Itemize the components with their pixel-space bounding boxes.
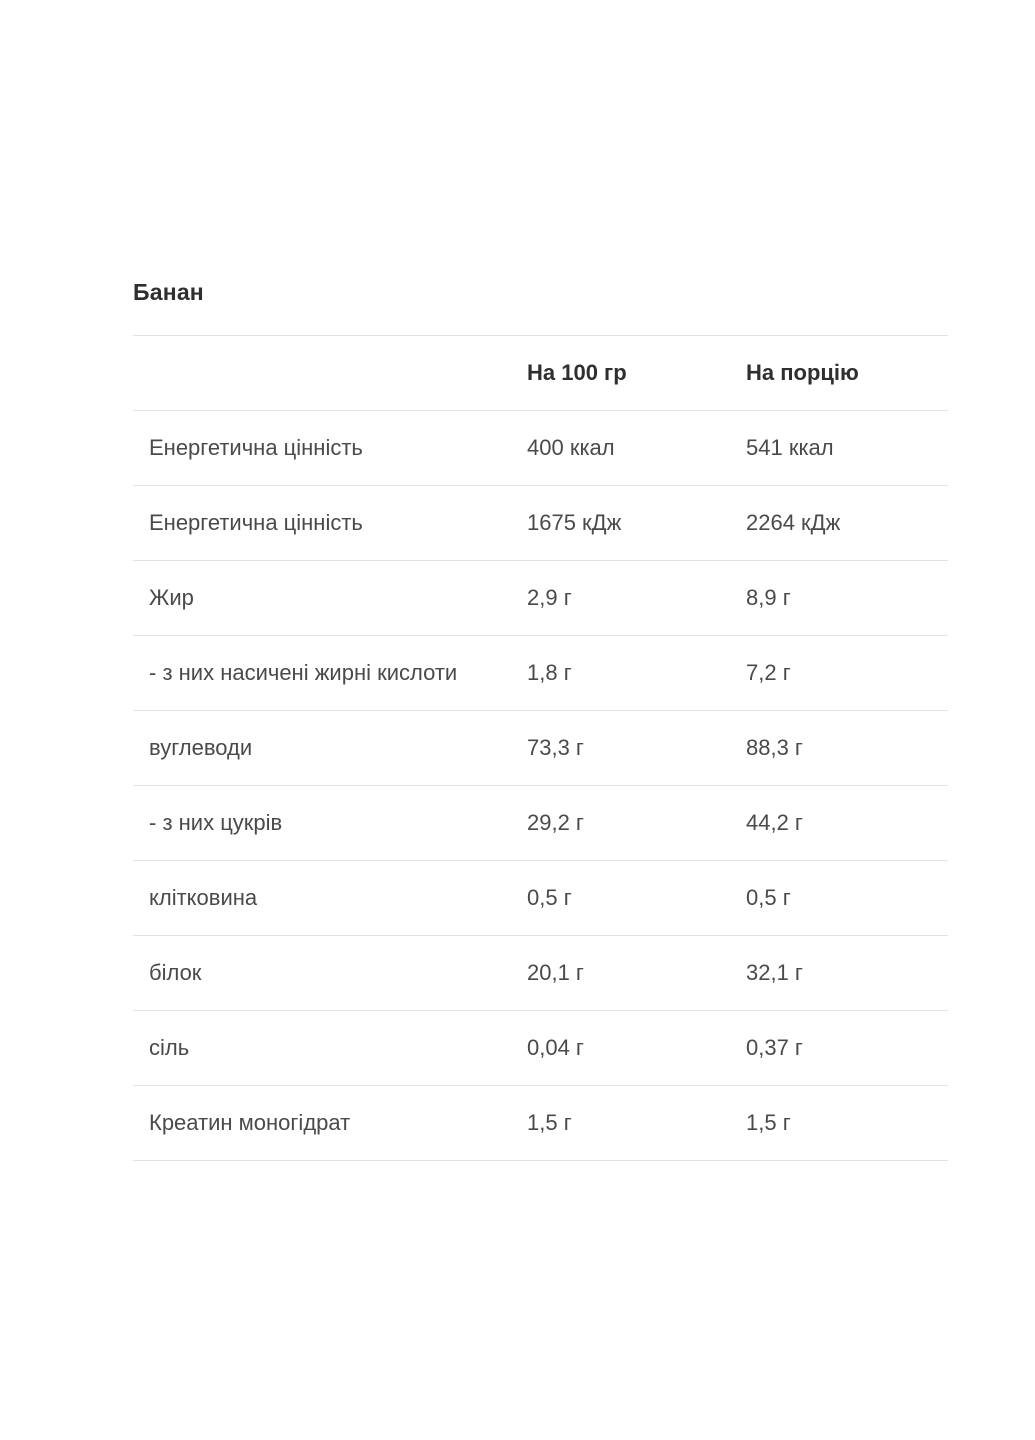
value-per-portion: 32,1 г (746, 935, 948, 1011)
table-row: Енергетична цінність 1675 кДж 2264 кДж (133, 485, 948, 561)
value-per-100: 2,9 г (527, 560, 746, 636)
nutrition-table: На 100 гр На порцію Енергетична цінність… (133, 335, 948, 1161)
table-header-row: На 100 гр На порцію (133, 335, 948, 411)
value-per-100: 73,3 г (527, 710, 746, 786)
header-nutrient (133, 335, 527, 411)
value-per-100: 400 ккал (527, 410, 746, 486)
value-per-portion: 88,3 г (746, 710, 948, 786)
value-per-100: 1,5 г (527, 1085, 746, 1161)
value-per-100: 0,5 г (527, 860, 746, 936)
value-per-portion: 0,37 г (746, 1010, 948, 1086)
table-row: Жир 2,9 г 8,9 г (133, 560, 948, 636)
table-row: білок 20,1 г 32,1 г (133, 935, 948, 1011)
value-per-portion: 0,5 г (746, 860, 948, 936)
nutrient-name: Жир (133, 560, 527, 636)
nutrition-section: Банан На 100 гр На порцію Енергетична ці… (133, 270, 948, 1161)
header-per-portion: На порцію (746, 335, 948, 411)
value-per-100: 0,04 г (527, 1010, 746, 1086)
table-row: Енергетична цінність 400 ккал 541 ккал (133, 410, 948, 486)
nutrient-name: Енергетична цінність (133, 485, 527, 561)
header-per-100: На 100 гр (527, 335, 746, 411)
nutrient-name: - з них насичені жирні кислоти (133, 635, 527, 711)
value-per-portion: 8,9 г (746, 560, 948, 636)
nutrient-name: Енергетична цінність (133, 410, 527, 486)
table-row: клітковина 0,5 г 0,5 г (133, 860, 948, 936)
value-per-100: 1,8 г (527, 635, 746, 711)
table-row: - з них насичені жирні кислоти 1,8 г 7,2… (133, 635, 948, 711)
value-per-portion: 44,2 г (746, 785, 948, 861)
table-row: Креатин моногідрат 1,5 г 1,5 г (133, 1085, 948, 1161)
table-row: вуглеводи 73,3 г 88,3 г (133, 710, 948, 786)
nutrient-name: сіль (133, 1010, 527, 1086)
value-per-portion: 541 ккал (746, 410, 948, 486)
value-per-portion: 7,2 г (746, 635, 948, 711)
nutrient-name: клітковина (133, 860, 527, 936)
value-per-100: 20,1 г (527, 935, 746, 1011)
value-per-portion: 2264 кДж (746, 485, 948, 561)
value-per-100: 29,2 г (527, 785, 746, 861)
value-per-100: 1675 кДж (527, 485, 746, 561)
nutrient-name: Креатин моногідрат (133, 1085, 527, 1161)
nutrient-name: вуглеводи (133, 710, 527, 786)
value-per-portion: 1,5 г (746, 1085, 948, 1161)
table-row: - з них цукрів 29,2 г 44,2 г (133, 785, 948, 861)
table-row: сіль 0,04 г 0,37 г (133, 1010, 948, 1086)
nutrient-name: - з них цукрів (133, 785, 527, 861)
nutrient-name: білок (133, 935, 527, 1011)
section-title: Банан (133, 279, 204, 305)
